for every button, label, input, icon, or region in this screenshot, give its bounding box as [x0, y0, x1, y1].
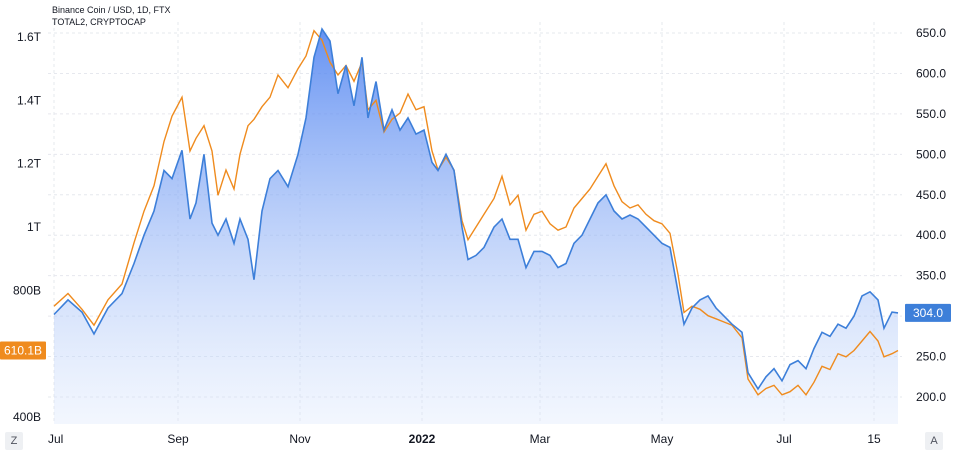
right-tick-label: 550.0: [916, 107, 946, 121]
left-tick-label: 1.4T: [17, 93, 42, 107]
right-tick-label: 250.0: [916, 350, 946, 364]
right-tick-label: 350.0: [916, 269, 946, 283]
x-tick-label: Jul: [48, 432, 63, 446]
x-tick-label: Nov: [289, 432, 310, 446]
x-tick-label: Sep: [167, 432, 189, 446]
legend-entry-bnb: Binance Coin / USD, 1D, FTX: [52, 5, 171, 15]
bnb-last-value: 304.0: [913, 306, 943, 320]
x-tick-label: Mar: [530, 432, 551, 446]
x-tick-label: 2022: [409, 432, 436, 446]
right-tick-label: 450.0: [916, 188, 946, 202]
x-tick-label: 15: [867, 432, 881, 446]
right-tick-label: 650.0: [916, 26, 946, 40]
left-tick-label: 400B: [13, 410, 41, 424]
x-axis: Jul Sep Nov 2022 Mar May Jul 15: [48, 432, 881, 446]
x-tick-label: Jul: [776, 432, 791, 446]
x-tick-label: May: [651, 432, 674, 446]
right-tick-label: 200.0: [916, 390, 946, 404]
legend: Binance Coin / USD, 1D, FTX TOTAL2, CRYP…: [52, 5, 171, 27]
total2-last-value: 610.1B: [4, 344, 42, 358]
zoom-button[interactable]: Z: [5, 432, 23, 450]
legend-entry-total2: TOTAL2, CRYPTOCAP: [52, 17, 146, 27]
left-tick-label: 800B: [13, 283, 41, 297]
right-tick-label: 500.0: [916, 147, 946, 161]
bnb-line: [53, 27, 899, 391]
left-tick-label: 1.6T: [17, 30, 42, 44]
right-axis: 650.0600.0550.0500.0450.0400.0350.0300.0…: [916, 26, 946, 404]
last-value-badges: 304.0 610.1B: [0, 303, 951, 360]
right-tick-label: 400.0: [916, 228, 946, 242]
bnb-area-fill: [54, 29, 898, 424]
bnb-area: [54, 29, 898, 424]
left-tick-label: 1T: [27, 220, 42, 234]
total2-line: [53, 29, 899, 396]
auto-scale-button[interactable]: A: [925, 432, 943, 450]
series-lines: [53, 27, 899, 396]
bnb-last-value-badge: [905, 303, 951, 322]
total2-last-value-badge: [0, 341, 46, 360]
left-axis: 1.6T 1.4T 1.2T 1T 800B 400B: [13, 30, 42, 424]
left-tick-label: 1.2T: [17, 157, 42, 171]
right-tick-label: 600.0: [916, 66, 946, 80]
